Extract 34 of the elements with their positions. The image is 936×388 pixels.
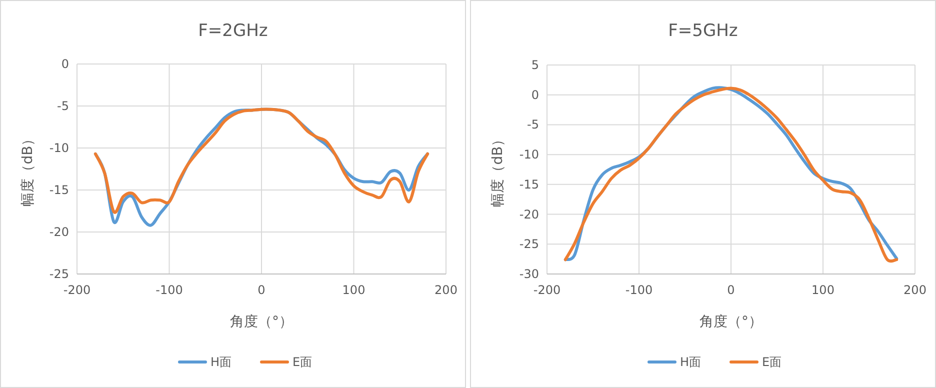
chart-title: F=2GHz — [198, 21, 268, 41]
y-tick-label: -20 — [49, 225, 69, 239]
y-tick-label: -25 — [49, 267, 69, 281]
x-tick-label: -100 — [156, 283, 183, 297]
x-axis-title: 角度（°） — [230, 314, 293, 330]
y-tick-label: -15 — [519, 177, 539, 192]
x-tick-label: 100 — [342, 283, 366, 297]
y-tick-label: -5 — [527, 118, 539, 132]
y-tick-label: -15 — [49, 183, 69, 197]
y-tick-label: -10 — [519, 148, 539, 162]
y-tick-label: 0 — [531, 88, 539, 102]
x-tick-label: 100 — [812, 283, 834, 297]
y-tick-label: -20 — [519, 207, 539, 222]
y-tick-label: 5 — [531, 58, 539, 72]
chart-title: F=5GHz — [668, 21, 738, 41]
legend-label: E面 — [292, 355, 312, 369]
y-tick-label: -10 — [49, 141, 69, 155]
x-tick-label: 0 — [258, 283, 266, 297]
y-tick-label: -25 — [519, 237, 539, 252]
legend-label: H面 — [210, 355, 232, 369]
legend-label: E面 — [762, 355, 782, 369]
y-axis-title: 幅度（dB） — [20, 132, 36, 206]
legend-label: H面 — [680, 355, 702, 369]
x-tick-label: 200 — [434, 283, 458, 297]
x-tick-label: -200 — [533, 283, 561, 297]
x-tick-label: 0 — [727, 283, 735, 297]
x-tick-label: -200 — [63, 283, 91, 297]
x-axis-title: 角度（°） — [700, 314, 762, 330]
x-tick-label: -100 — [625, 283, 653, 297]
y-tick-label: -5 — [57, 99, 69, 113]
x-tick-label: 200 — [904, 283, 926, 297]
y-tick-label: -30 — [519, 267, 539, 281]
y-tick-label: 0 — [61, 57, 69, 71]
y-axis-title: 幅度（dB） — [490, 132, 506, 207]
